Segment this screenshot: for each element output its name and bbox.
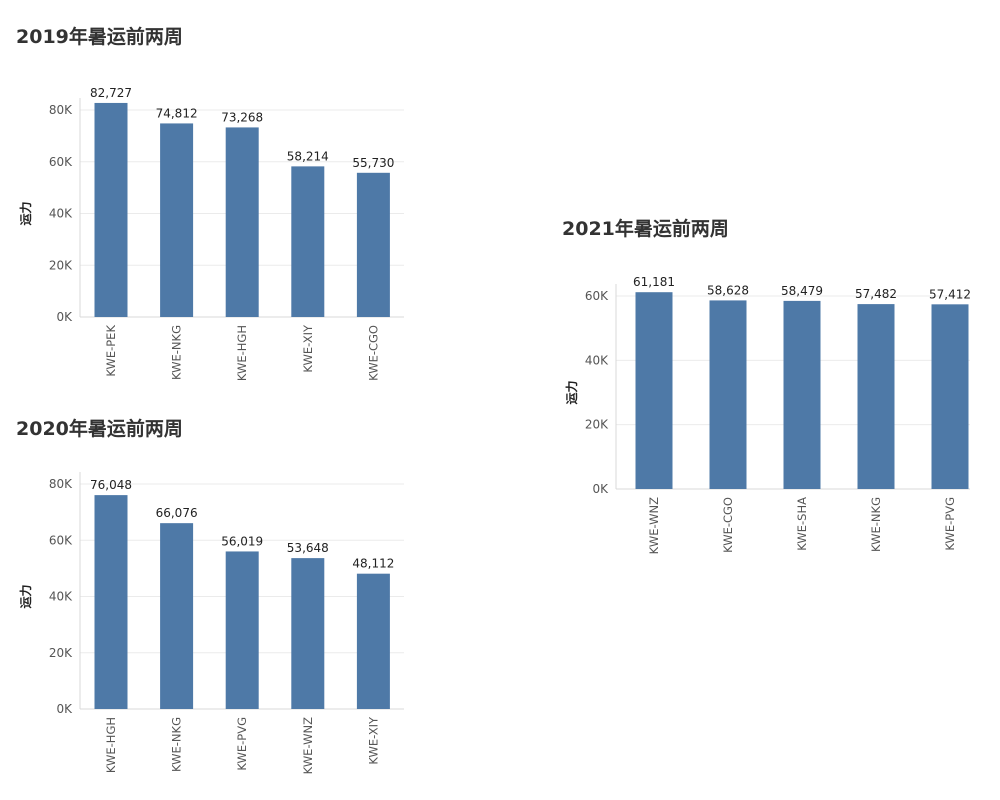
x-tick-label: KWE-CGO <box>366 325 380 381</box>
chart-panel-2020: 2020年暑运前两周 0K 20K 40K 60K 80K 运力 76,048 KWE-HGH… <box>16 414 416 774</box>
bar-value-label: 53,648 <box>287 541 329 555</box>
bar[interactable] <box>291 558 325 709</box>
y-axis-label: 运力 <box>18 201 33 225</box>
x-tick-label: KWE-XIY <box>301 324 315 373</box>
chart-title-2021: 2021年暑运前两周 <box>562 218 729 240</box>
x-tick-label: KWE-NKG <box>869 497 883 552</box>
bar-value-label: 58,214 <box>287 149 329 163</box>
y-tick-label: 20K <box>49 646 73 660</box>
y-tick-label: 60K <box>49 155 73 169</box>
x-tick-label: KWE-WNZ <box>301 717 315 774</box>
bar-value-label: 57,412 <box>929 287 971 301</box>
bar-value-label: 48,112 <box>352 557 394 571</box>
x-tick-label: KWE-PEK <box>104 325 118 377</box>
y-tick-label: 20K <box>49 258 73 272</box>
bar-value-label: 74,812 <box>156 106 198 120</box>
bar[interactable] <box>356 573 390 709</box>
bar-value-label: 56,019 <box>221 534 263 548</box>
x-tick-label: KWE-HGH <box>104 717 118 773</box>
y-tick-label: 80K <box>49 477 73 491</box>
bar[interactable] <box>635 292 673 489</box>
bar-chart-2020: 0K 20K 40K 60K 80K 运力 76,048 KWE-HGH 66,076 KWE-N… <box>18 472 404 774</box>
bar-value-label: 61,181 <box>633 275 675 289</box>
y-tick-label: 20K <box>585 418 609 432</box>
y-tick-label: 40K <box>49 207 73 221</box>
bar[interactable] <box>857 304 895 489</box>
x-tick-label: KWE-XIY <box>366 716 380 765</box>
bar-chart-2021: 0K 20K 40K 60K 运力 61,181 KWE-WNZ 58,628 KWE-CGO 5… <box>564 275 971 554</box>
bar[interactable] <box>225 127 259 317</box>
y-tick-label: 60K <box>585 289 609 303</box>
y-tick-label: 80K <box>49 103 73 117</box>
bar-value-label: 58,628 <box>707 283 749 297</box>
bar[interactable] <box>931 304 969 489</box>
y-tick-label: 0K <box>592 482 609 496</box>
chart-panel-2021: 2021年暑运前两周 0K 20K 40K 60K 运力 61,181 KWE-WNZ 58,… <box>562 214 982 554</box>
x-tick-label: KWE-NKG <box>170 717 184 772</box>
bar-chart-2019: 0K 20K 40K 60K 80K 运力 82,727 KWE-PEK 74,812 KWE-N… <box>18 86 404 381</box>
y-tick-label: 40K <box>49 590 73 604</box>
bar-value-label: 58,479 <box>781 284 823 298</box>
y-tick-label: 60K <box>49 533 73 547</box>
y-axis-label: 运力 <box>18 584 33 608</box>
bar-value-label: 55,730 <box>352 156 394 170</box>
x-tick-label: KWE-SHA <box>795 497 809 551</box>
bar[interactable] <box>783 300 821 489</box>
chart-title-2019: 2019年暑运前两周 <box>16 26 183 48</box>
x-tick-label: KWE-CGO <box>721 497 735 553</box>
bar-value-label: 66,076 <box>156 506 198 520</box>
chart-panel-2019: 2019年暑运前两周 0K 20K 40K 60K 80K 运力 82,727 KWE-PEK… <box>16 22 416 382</box>
y-axis-label: 运力 <box>564 380 579 404</box>
bar[interactable] <box>94 102 128 318</box>
bar[interactable] <box>709 300 747 489</box>
bar[interactable] <box>291 166 325 317</box>
x-tick-label: KWE-WNZ <box>647 497 661 554</box>
bar-value-label: 82,727 <box>90 86 132 100</box>
x-tick-label: KWE-PVG <box>235 717 249 771</box>
x-tick-label: KWE-NKG <box>170 325 184 380</box>
bar[interactable] <box>225 551 259 709</box>
bar[interactable] <box>160 523 194 709</box>
y-tick-label: 0K <box>56 702 73 716</box>
bar[interactable] <box>356 172 390 317</box>
x-tick-label: KWE-PVG <box>943 497 957 551</box>
bar-value-label: 73,268 <box>221 110 263 124</box>
y-tick-label: 0K <box>56 310 73 324</box>
y-tick-label: 40K <box>585 353 609 367</box>
bar-value-label: 57,482 <box>855 287 897 301</box>
x-tick-label: KWE-HGH <box>235 325 249 381</box>
chart-title-2020: 2020年暑运前两周 <box>16 418 183 440</box>
bar[interactable] <box>160 123 194 317</box>
bar[interactable] <box>94 495 128 709</box>
bar-value-label: 76,048 <box>90 478 132 492</box>
